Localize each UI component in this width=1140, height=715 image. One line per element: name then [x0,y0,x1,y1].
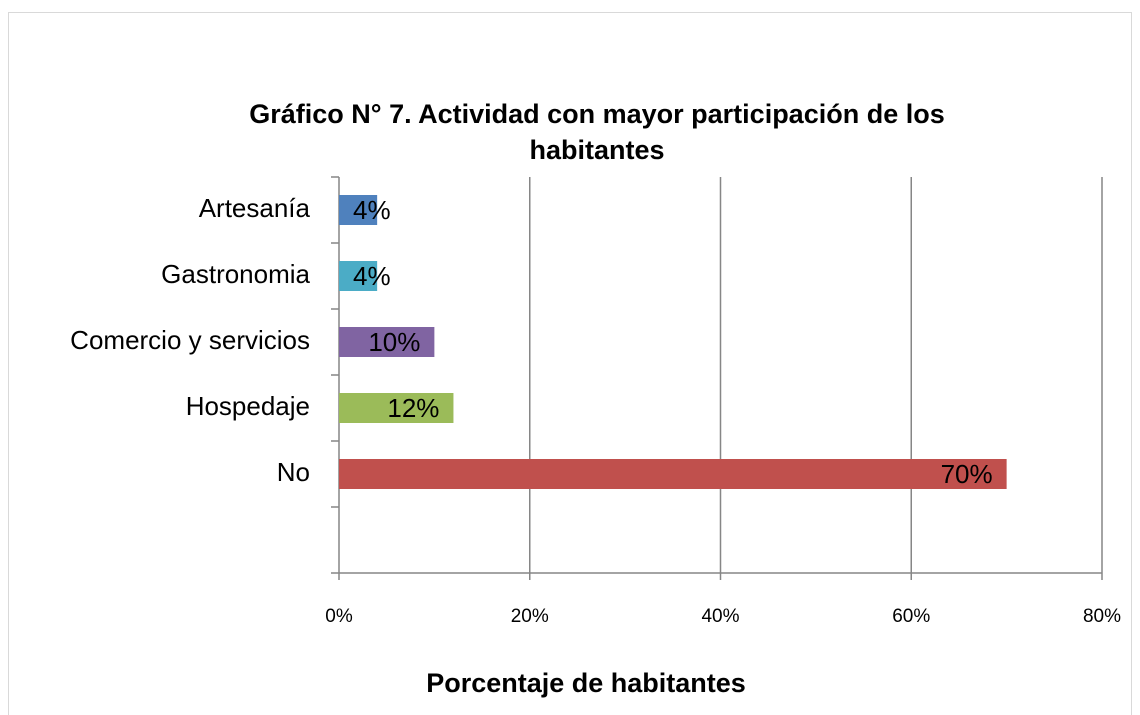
chart-title: Gráfico N° 7. Actividad con mayor partic… [249,99,945,165]
y-tick-label: Artesanía [199,193,311,223]
y-tick-label: No [277,457,310,487]
bar [339,327,435,357]
data-label: 4% [353,261,391,291]
data-label: 12% [387,393,439,423]
x-axis-title: Porcentaje de habitantes [426,668,746,698]
x-tick-label: 60% [892,606,930,627]
data-label: 4% [353,195,391,225]
bar [339,261,378,291]
data-label: 10% [368,327,420,357]
data-label: 70% [941,459,993,489]
x-tick-label: 80% [1083,606,1121,627]
x-tick-label: 20% [511,606,549,627]
x-tick-label: 40% [701,606,739,627]
bar [339,459,1007,489]
bar [339,393,454,423]
x-tick-label: 0% [325,606,353,627]
y-tick-label: Comercio y servicios [70,325,310,355]
y-tick-label: Hospedaje [186,391,310,421]
y-tick-label: Gastronomia [161,259,310,289]
bar [339,195,378,225]
chart-border [8,12,1132,715]
